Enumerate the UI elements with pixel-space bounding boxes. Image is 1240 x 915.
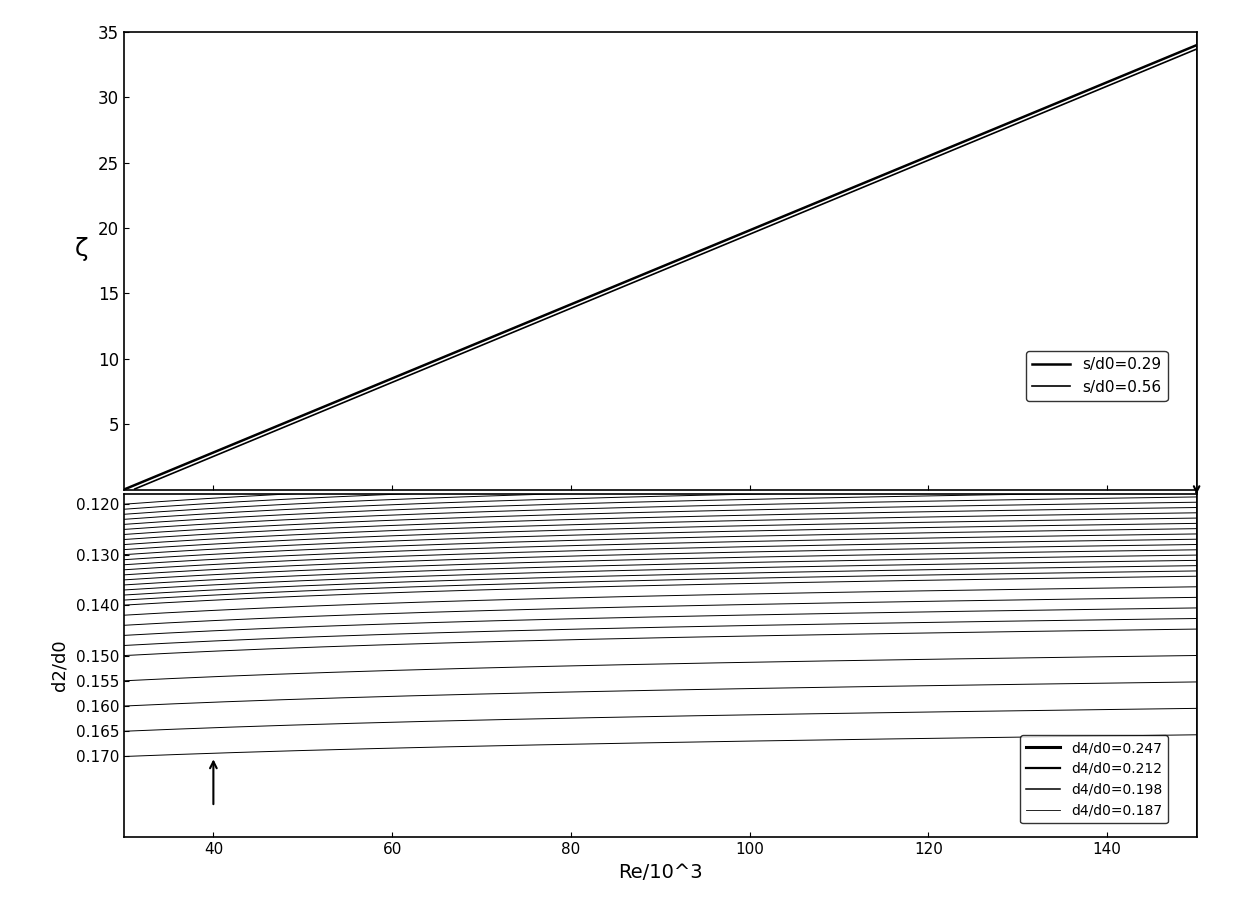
Legend: s/d0=0.29, s/d0=0.56: s/d0=0.29, s/d0=0.56 <box>1025 350 1168 401</box>
Y-axis label: ζ: ζ <box>74 237 88 261</box>
X-axis label: Re/10^3: Re/10^3 <box>618 863 703 882</box>
Legend: d4/d0=0.247, d4/d0=0.212, d4/d0=0.198, d4/d0=0.187: d4/d0=0.247, d4/d0=0.212, d4/d0=0.198, d… <box>1021 736 1168 824</box>
Y-axis label: d2/d0: d2/d0 <box>51 640 68 692</box>
